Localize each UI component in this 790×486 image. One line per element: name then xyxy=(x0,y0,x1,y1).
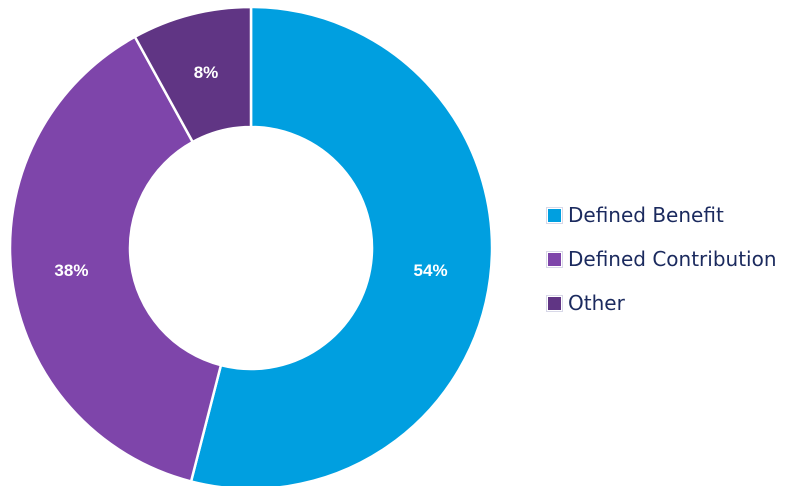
slice-defined-contribution[interactable] xyxy=(8,35,223,483)
donut-slices xyxy=(8,5,494,486)
legend-item-other[interactable]: Other xyxy=(547,281,790,325)
chart-legend: Defined Benefit Defined Contribution Oth… xyxy=(547,193,790,325)
legend-swatch-defined-benefit xyxy=(547,207,562,223)
slice-labels: 54% 38% 8% xyxy=(54,63,447,280)
legend-label-other: Other xyxy=(568,291,625,315)
legend-label-defined-contribution: Defined Contribution xyxy=(568,247,777,271)
legend-label-defined-benefit: Defined Benefit xyxy=(568,203,724,227)
slice-defined-benefit[interactable] xyxy=(189,5,494,486)
slice-other[interactable] xyxy=(133,5,253,144)
legend-swatch-defined-contribution xyxy=(547,251,562,267)
slice-label-defined-contribution: 38% xyxy=(54,261,88,280)
legend-swatch-other xyxy=(547,295,562,311)
slice-label-other: 8% xyxy=(194,63,219,82)
legend-item-defined-benefit[interactable]: Defined Benefit xyxy=(547,193,790,237)
legend-item-defined-contribution[interactable]: Defined Contribution xyxy=(547,237,790,281)
slice-label-defined-benefit: 54% xyxy=(414,261,448,280)
